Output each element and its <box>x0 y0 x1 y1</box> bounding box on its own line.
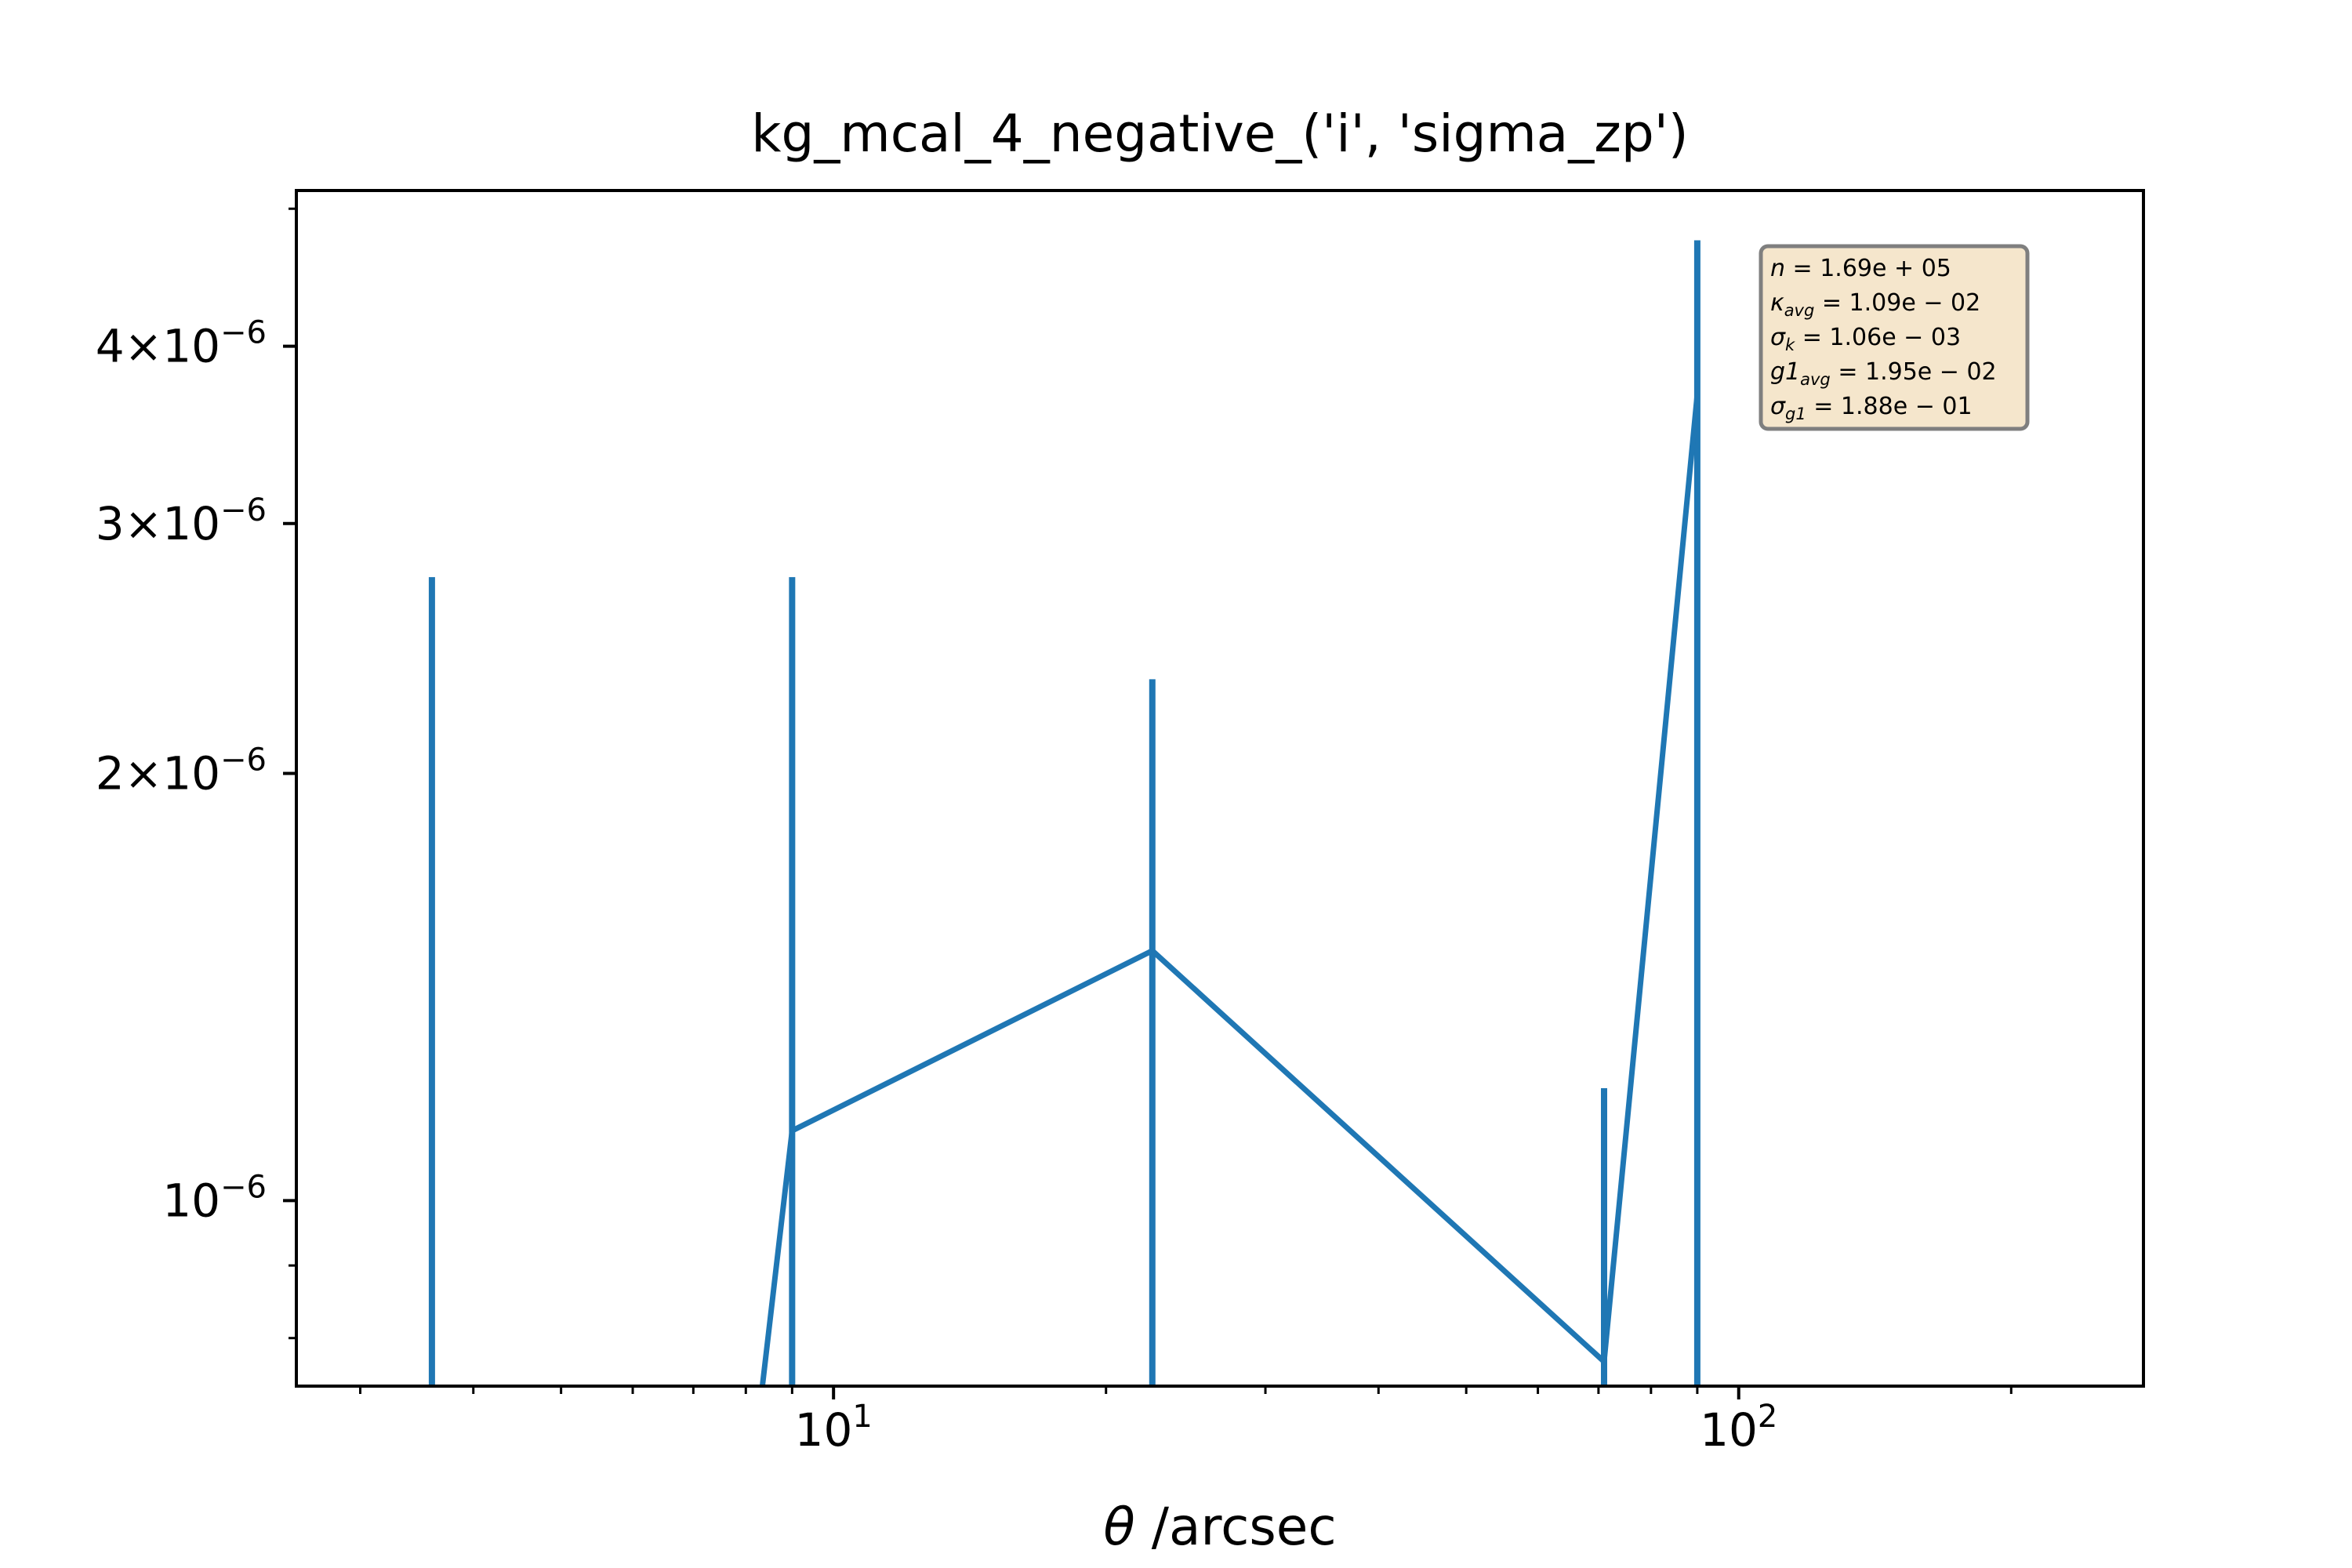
series-line-0 <box>759 394 1700 1386</box>
x-axis-ticks: 101 102 <box>358 1386 2013 1457</box>
stats-line-1: κavg = 1.09e − 02 <box>1770 289 1980 320</box>
chart-title: kg_mcal_4_negative_('i', 'sigma_zp') <box>751 103 1688 164</box>
stats-line-0: n = 1.69e + 05 <box>1770 255 1951 282</box>
y-tick-label-0: 10−6​ <box>162 1169 267 1227</box>
y-tick-label-1: 2×10−6​ <box>96 742 267 800</box>
x-axis-label-unit: /arcsec <box>1135 1497 1337 1557</box>
series-layer <box>428 240 1700 1386</box>
y-tick-label-2: 3×10−6​ <box>96 492 267 550</box>
x-tick-label-1: 102 <box>1700 1399 1777 1457</box>
stats-line-3: g1avg = 1.95e − 02 <box>1770 358 1997 389</box>
y-axis-ticks: 10−6​ 2×10−6​ 3×10−6​ 4×10−6​ <box>96 207 296 1340</box>
x-axis-label: θ /arcsec <box>1103 1497 1336 1557</box>
x-tick-label-0: 101 <box>795 1399 873 1457</box>
stats-box-frame <box>1759 244 2030 431</box>
stats-box: n = 1.69e + 05 κavg = 1.09e − 02 σk = 1.06… <box>1759 244 2030 431</box>
y-tick-label-3: 4×10−6​ <box>96 315 267 373</box>
stats-line-2: σk = 1.06e − 03 <box>1770 324 1961 354</box>
plot-frame <box>295 189 2145 1388</box>
stats-line-4: σg1 = 1.88e − 01 <box>1770 393 1973 423</box>
